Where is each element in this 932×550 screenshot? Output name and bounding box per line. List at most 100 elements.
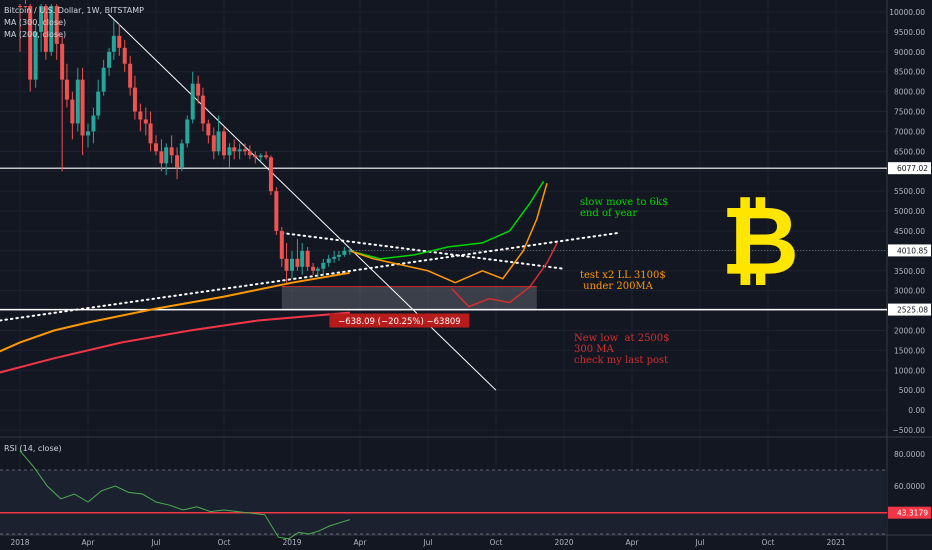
candle-body: [28, 6, 33, 80]
red-annotation: New low at 2500$ 300 MA check my last po…: [574, 333, 670, 366]
candle-body: [347, 250, 352, 252]
candle-body: [164, 147, 169, 164]
candle-body: [190, 83, 195, 120]
ma300-legend: MA (300, close): [4, 18, 67, 27]
price-tick-label: 8500.00: [894, 68, 925, 77]
candle-body: [96, 91, 101, 116]
candle-body: [216, 131, 221, 152]
symbol-title: Bitcoin / U.S. Dollar, 1W, BITSTAMP: [4, 6, 144, 15]
candle-body: [284, 258, 289, 271]
candle-body: [311, 266, 316, 271]
candle-body: [143, 119, 148, 124]
candle-body: [91, 115, 96, 132]
price-tick-label: 0.00: [908, 406, 925, 415]
candle-body: [138, 111, 143, 120]
price-tick-label: 7500.00: [894, 108, 925, 117]
time-tick-label: Apr: [626, 538, 640, 547]
price-axis-panel: [887, 0, 932, 550]
candle-body: [132, 87, 137, 112]
price-tick-label: 10000.00: [889, 8, 925, 17]
current-price-tag-bg: [888, 244, 931, 257]
candle-body: [117, 35, 122, 48]
candle-body: [274, 191, 279, 231]
candle-body: [264, 155, 269, 158]
candle-body: [159, 151, 164, 164]
measure-label-bg: [329, 313, 470, 328]
candle-body: [211, 135, 216, 152]
candle-body: [253, 155, 258, 158]
candle-body: [268, 157, 273, 192]
price-tick-label: 8000.00: [894, 88, 925, 97]
candle-body: [243, 149, 248, 152]
candle-body: [101, 67, 106, 92]
price-tick-label: 5000.00: [894, 207, 925, 216]
price-tick-label: 9000.00: [894, 48, 925, 57]
rsi-tick-label: 80.0000: [894, 450, 925, 459]
measure-box: [281, 286, 537, 311]
candle-body: [342, 250, 347, 255]
candle-body: [86, 131, 90, 136]
candle-body: [258, 155, 263, 158]
price-tick-label: 5500.00: [894, 187, 925, 196]
price-tick-label: −500.00: [892, 426, 925, 435]
price-tick-label: 1000.00: [894, 366, 925, 375]
candle-body: [227, 147, 232, 156]
candle-body: [111, 35, 116, 52]
candle-body: [148, 123, 153, 144]
support-price-tag: 2525.08: [897, 306, 928, 315]
candle-body: [107, 51, 112, 68]
candle-body: [222, 131, 226, 156]
price-tick-label: 9500.00: [894, 28, 925, 37]
candle-body: [185, 119, 190, 144]
candle-body: [332, 256, 337, 259]
candle-body: [175, 155, 180, 168]
time-tick-label: Jul: [150, 538, 160, 547]
measure-label: −638.09 (−20.25%) −63809: [338, 317, 461, 327]
candle-body: [60, 43, 65, 80]
candle-body: [54, 6, 59, 44]
candle-body: [321, 262, 326, 269]
candle-body: [43, 6, 48, 52]
rsi-price-tag-bg: [888, 506, 931, 519]
price-tick-label: 4500.00: [894, 227, 925, 236]
resistance-price-tag: 6077.02: [897, 164, 928, 173]
time-tick-label: Oct: [490, 538, 503, 547]
ascending-dotted-line: [0, 231, 620, 322]
candle-body: [247, 151, 252, 156]
price-tick-label: 2000.00: [894, 326, 925, 335]
bitcoin-logo-icon: ₿: [721, 185, 799, 297]
candle-body: [33, 31, 38, 80]
candle-body: [237, 149, 242, 152]
rsi-line: [19, 450, 350, 540]
time-tick-label: 2021: [826, 538, 845, 547]
candle-body: [200, 95, 205, 124]
red-projection: [451, 242, 558, 308]
price-tick-label: 1500.00: [894, 346, 925, 355]
time-tick-label: 2019: [282, 538, 301, 547]
rsi-tick-label: 60.0000: [894, 482, 925, 491]
candle-body: [122, 47, 127, 64]
price-tick-label: 6500.00: [894, 147, 925, 156]
descending-dotted-line: [280, 231, 565, 270]
candle-body: [300, 250, 305, 267]
time-tick-label: Apr: [82, 538, 96, 547]
candle-body: [232, 147, 237, 152]
candle-body: [179, 143, 184, 168]
current-price-tag: 4010.85: [897, 246, 928, 255]
candle-body: [196, 83, 201, 96]
time-tick-label: Oct: [218, 538, 231, 547]
time-tick-label: Oct: [762, 538, 775, 547]
green-projection: [349, 180, 545, 260]
candle-body: [169, 147, 174, 156]
price-tick-label: 3000.00: [894, 287, 925, 296]
ma200-legend: MA (200, close): [4, 30, 67, 39]
green-annotation: slow move to 6k$ end of year: [580, 197, 669, 219]
candle-body: [154, 143, 158, 152]
time-tick-label: 2020: [554, 538, 573, 547]
orange-annotation: test x2 LL 3100$ under 200MA: [580, 270, 666, 292]
ma300-line: [0, 311, 350, 374]
candle-body: [326, 258, 331, 263]
candle-body: [39, 6, 44, 32]
